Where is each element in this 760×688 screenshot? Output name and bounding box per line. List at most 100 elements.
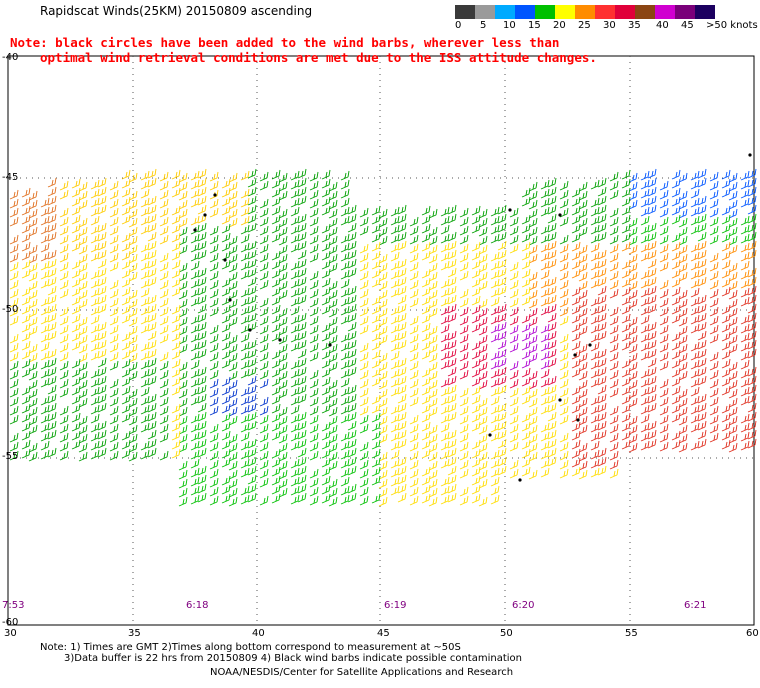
wind-barb (390, 260, 400, 271)
wind-barb (121, 187, 131, 198)
wind-barb (747, 303, 757, 314)
colorbar-label: >50 knots (706, 20, 758, 31)
wind-barb (721, 250, 731, 261)
wind-barb (640, 368, 650, 379)
wind-barb (528, 307, 538, 318)
wind-barb (459, 486, 469, 497)
wind-barb (278, 172, 288, 183)
wind-barb (290, 242, 300, 253)
wind-barb (597, 321, 607, 332)
wind-barb (371, 331, 381, 342)
wind-barb (697, 357, 707, 368)
wind-barb (459, 468, 469, 479)
wind-barb (571, 241, 581, 252)
wind-barb (59, 369, 69, 380)
wind-barb (171, 241, 181, 252)
wind-barb (221, 457, 231, 468)
wind-barb (278, 235, 288, 246)
wind-barb (578, 415, 588, 426)
wind-barb (528, 442, 538, 453)
wind-barb (328, 226, 338, 237)
wind-barb (471, 322, 481, 333)
wind-barb (509, 270, 519, 281)
wind-barb (321, 304, 331, 315)
wind-barb (309, 324, 319, 335)
wind-barb (121, 295, 131, 306)
wind-barb (240, 215, 250, 226)
wind-barb (259, 243, 269, 254)
wind-barb (628, 253, 638, 264)
wind-barb (478, 361, 488, 372)
wind-barb (497, 231, 507, 242)
wind-barb (697, 213, 707, 224)
wind-barb (321, 385, 331, 396)
wind-barb (471, 394, 481, 405)
wind-barb (159, 360, 169, 371)
wind-barb (571, 394, 581, 405)
wind-barb (390, 458, 400, 469)
wind-barb (109, 279, 119, 290)
colorbar-swatch (575, 5, 595, 19)
wind-barb (671, 376, 681, 387)
wind-barb (190, 494, 200, 505)
wind-barb (321, 196, 331, 207)
wind-barb (728, 343, 738, 354)
wind-barb (321, 331, 331, 342)
wind-barb (471, 475, 481, 486)
wind-barb (409, 270, 419, 281)
wind-barb (340, 314, 350, 325)
wind-barb (71, 367, 81, 378)
wind-barb (109, 234, 119, 245)
time-label: 6:19 (384, 600, 407, 611)
wind-barb (471, 403, 481, 414)
wind-barb (171, 367, 181, 378)
wind-barb (9, 315, 19, 326)
wind-barb (340, 305, 350, 316)
wind-barb (559, 270, 569, 281)
wind-barb (540, 431, 550, 442)
wind-barb (740, 314, 750, 325)
wind-barb (509, 342, 519, 353)
wind-barb (397, 402, 407, 413)
wind-barb (309, 315, 319, 326)
wind-barb (197, 312, 207, 323)
wind-barb (347, 267, 357, 278)
wind-barb (509, 288, 519, 299)
wind-barb (609, 306, 619, 317)
wind-barb (340, 260, 350, 271)
wind-barb (547, 258, 557, 269)
wind-barb (747, 294, 757, 305)
wind-barb (9, 387, 19, 398)
wind-barb (59, 414, 69, 425)
wind-barb (90, 323, 100, 334)
wind-barb (640, 197, 650, 208)
wind-barb (347, 303, 357, 314)
wind-barb (190, 314, 200, 325)
wind-barb (540, 359, 550, 370)
wind-barb (40, 314, 50, 325)
wind-barb (490, 431, 500, 442)
wind-barb (709, 180, 719, 191)
wind-barb (459, 387, 469, 398)
wind-barb (71, 178, 81, 189)
wind-barb (359, 306, 369, 317)
wind-barb (240, 296, 250, 307)
wind-barb (278, 307, 288, 318)
wind-barb (647, 303, 657, 314)
wind-barb (609, 288, 619, 299)
wind-barb (440, 440, 450, 451)
wind-barb (390, 377, 400, 388)
wind-barb (259, 342, 269, 353)
wind-barb (490, 215, 500, 226)
wind-barb (628, 424, 638, 435)
wind-barb (9, 216, 19, 227)
wind-barb (190, 341, 200, 352)
wind-barb (390, 305, 400, 316)
wind-barb (359, 216, 369, 227)
wind-barb (497, 339, 507, 350)
wind-barb (171, 223, 181, 234)
wind-barb (528, 208, 538, 219)
wind-barb (497, 321, 507, 332)
wind-barb (271, 349, 281, 360)
wind-barb (247, 303, 257, 314)
